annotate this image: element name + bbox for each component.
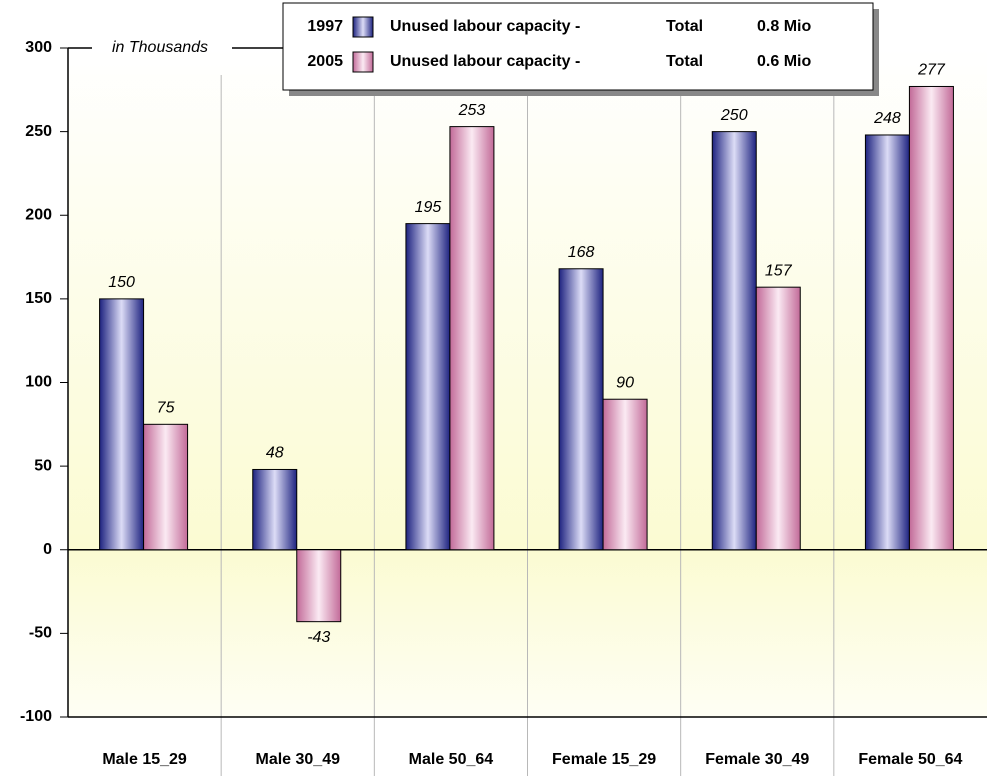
- y-axis-label: in Thousands: [112, 39, 208, 56]
- x-tick-label: Female 30_49: [705, 751, 809, 768]
- bar: [99, 298, 145, 551]
- legend-text: Unused labour capacity -: [390, 18, 580, 35]
- y-tick-label: 0: [43, 541, 52, 558]
- bar: [252, 468, 298, 551]
- value-label: 250: [720, 107, 748, 124]
- bar: [602, 398, 648, 551]
- y-tick-label: 200: [25, 206, 52, 223]
- x-tick-label: Female 15_29: [552, 751, 656, 768]
- legend-total: 0.6 Mio: [757, 53, 811, 70]
- y-tick-label: 250: [25, 123, 52, 140]
- legend: [282, 2, 874, 91]
- x-tick-label: Female 50_64: [858, 751, 962, 768]
- legend-total-label: Total: [666, 53, 703, 70]
- value-label: 150: [108, 274, 135, 291]
- y-tick-label: 100: [25, 374, 52, 391]
- bar: [755, 286, 801, 551]
- x-tick-label: Male 30_49: [255, 751, 340, 768]
- bar: [449, 126, 495, 551]
- legend-label: 2005: [307, 53, 343, 70]
- value-label: 75: [157, 400, 175, 417]
- value-label: 90: [616, 374, 634, 391]
- x-tick-label: Male 15_29: [102, 751, 187, 768]
- legend-swatch: [352, 51, 374, 73]
- y-tick-label: -100: [20, 708, 52, 725]
- legend-total: 0.8 Mio: [757, 18, 811, 35]
- value-label: 168: [568, 244, 595, 261]
- y-tick-label: 50: [34, 457, 52, 474]
- bar: [864, 134, 910, 551]
- legend-label: 1997: [307, 18, 343, 35]
- bar: [405, 223, 451, 551]
- value-label: 48: [266, 445, 284, 462]
- legend-total-label: Total: [666, 18, 703, 35]
- y-tick-label: 150: [25, 290, 52, 307]
- bar: [143, 423, 189, 551]
- value-label: 253: [458, 102, 486, 119]
- x-tick-label: Male 50_64: [409, 751, 494, 768]
- bar: [908, 85, 954, 551]
- value-label: 248: [873, 110, 901, 127]
- y-tick-label: 300: [25, 39, 52, 56]
- bar: [711, 131, 757, 551]
- bar: [558, 268, 604, 551]
- legend-text: Unused labour capacity -: [390, 53, 580, 70]
- value-label: 195: [415, 199, 442, 216]
- y-tick-label: -50: [29, 625, 52, 642]
- bar: [296, 549, 342, 623]
- value-label: -43: [307, 629, 330, 646]
- value-label: 157: [765, 262, 793, 279]
- value-label: 277: [917, 62, 946, 79]
- legend-swatch: [352, 16, 374, 38]
